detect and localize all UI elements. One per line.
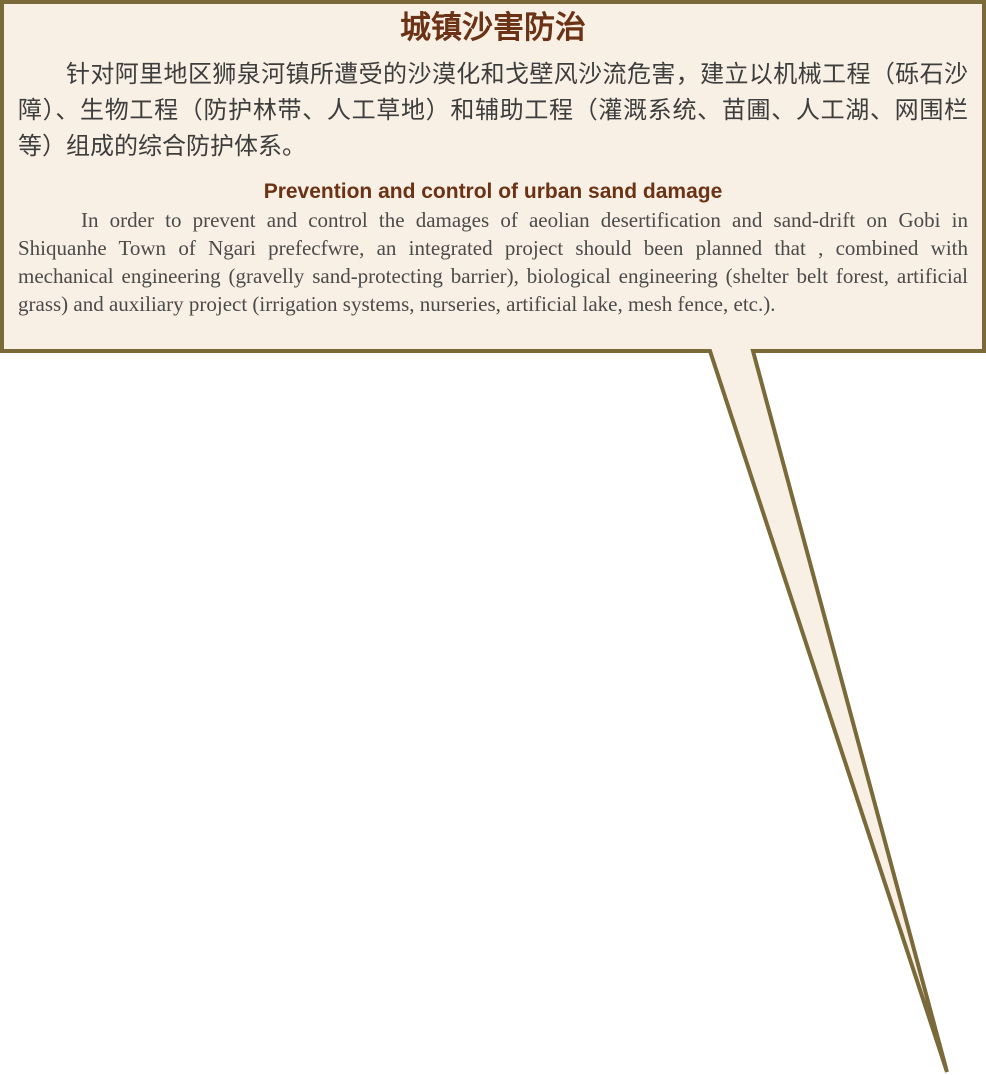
english-title: Prevention and control of urban sand dam… <box>263 180 723 203</box>
english-paragraph: In order to prevent and control the dama… <box>18 208 968 316</box>
callout-text-panel: 城镇沙害防治 针对阿里地区狮泉河镇所遭受的沙漠化和戈壁风沙流危害，建立以机械工程… <box>18 6 968 348</box>
chinese-paragraph: 针对阿里地区狮泉河镇所遭受的沙漠化和戈壁风沙流危害，建立以机械工程（砾石沙障）、… <box>18 60 968 160</box>
chinese-title: 城镇沙害防治 <box>400 10 586 46</box>
